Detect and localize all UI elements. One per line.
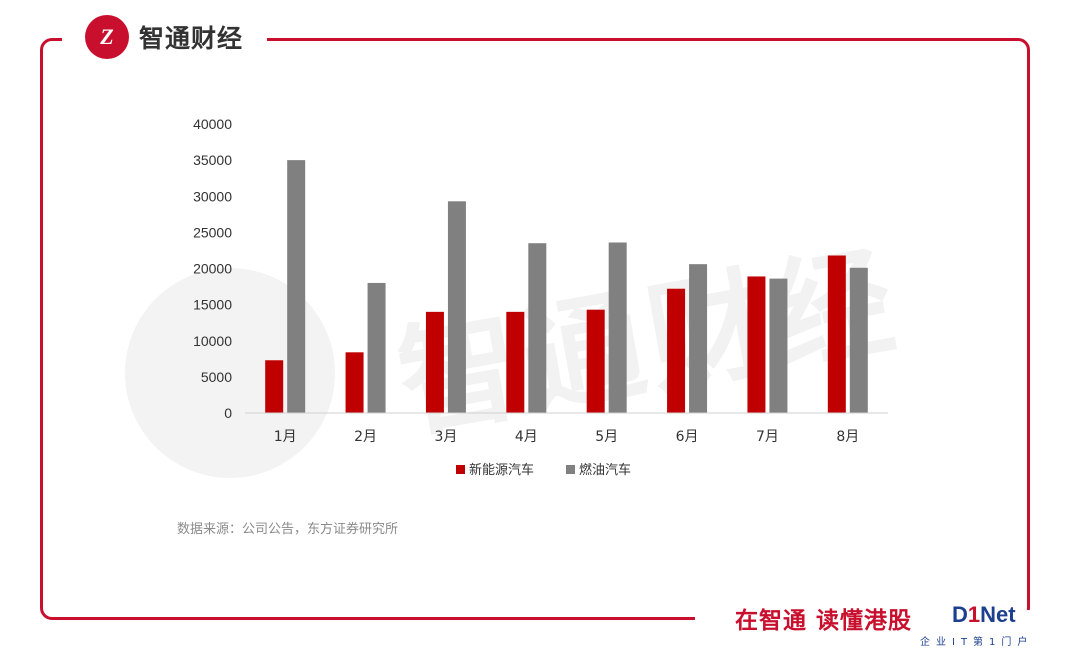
bar-nev	[265, 360, 284, 413]
bar-nev	[667, 288, 686, 413]
y-tick-label: 5000	[201, 369, 232, 385]
slogan: 在智通 读懂港股	[735, 608, 913, 634]
x-tick-label: 6月	[676, 429, 699, 445]
x-tick-label: 2月	[354, 429, 377, 445]
bar-nev	[827, 255, 846, 413]
y-tick-label: 25000	[193, 224, 232, 240]
bar-fuel	[287, 160, 306, 413]
legend-label: 新能源汽车	[469, 462, 534, 478]
bar-fuel	[849, 267, 868, 413]
y-tick-label: 0	[224, 405, 232, 421]
x-tick-label: 4月	[515, 429, 538, 445]
legend-label: 燃油汽车	[579, 462, 631, 478]
bar-fuel	[689, 264, 708, 413]
bar-nev	[747, 276, 766, 413]
bar-nev	[586, 309, 605, 413]
bar-nev	[345, 352, 364, 413]
y-tick-label: 10000	[193, 333, 232, 349]
legend-swatch	[456, 465, 465, 474]
corner-logo-accent: 1	[967, 602, 981, 627]
content-frame	[40, 38, 1030, 620]
corner-logo-suffix: Net	[980, 602, 1016, 627]
frame-gap-bottom	[695, 610, 1080, 647]
bar-nev	[425, 311, 444, 413]
y-tick-label: 30000	[193, 188, 232, 204]
y-tick-label: 35000	[193, 152, 232, 168]
x-tick-label: 5月	[595, 429, 618, 445]
corner-logo-prefix: D	[952, 602, 968, 627]
bar-fuel	[528, 243, 547, 413]
legend-swatch	[566, 465, 575, 474]
x-tick-label: 3月	[434, 429, 457, 445]
corner-logo-subtitle: 企业IT第1门户	[920, 637, 1034, 648]
bar-fuel	[608, 242, 627, 413]
bar-fuel	[447, 201, 466, 413]
bar-fuel	[769, 278, 788, 413]
x-tick-label: 7月	[756, 429, 779, 445]
brand-logo: Z 智通财经	[85, 15, 243, 59]
source-note: 数据来源：公司公告，东方证券研究所	[177, 522, 399, 537]
corner-logo: D1Net	[952, 602, 1016, 628]
x-tick-label: 8月	[836, 429, 859, 445]
x-tick-label: 1月	[274, 429, 297, 445]
bar-nev	[506, 311, 525, 413]
brand-name: 智通财经	[139, 24, 244, 53]
y-tick-label: 20000	[193, 261, 232, 277]
logo-mark-icon: Z	[85, 15, 129, 59]
bar-fuel	[367, 282, 386, 413]
y-tick-label: 40000	[193, 116, 232, 132]
y-tick-label: 15000	[193, 297, 232, 313]
